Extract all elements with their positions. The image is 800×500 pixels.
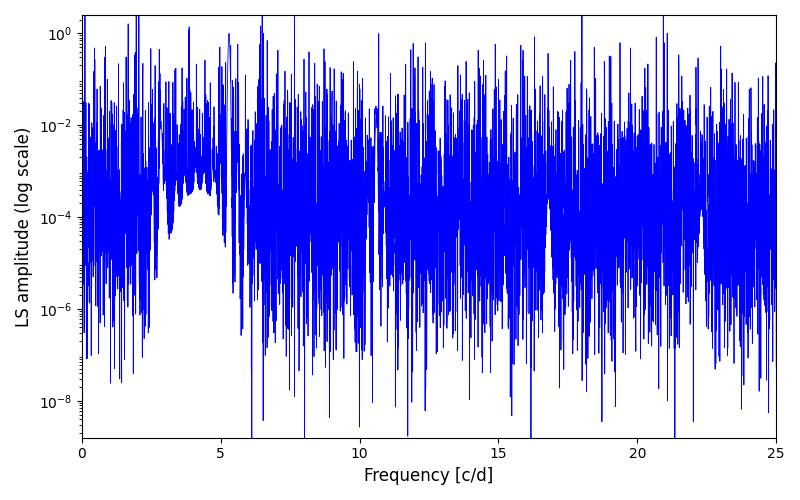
X-axis label: Frequency [c/d]: Frequency [c/d] xyxy=(364,467,494,485)
Y-axis label: LS amplitude (log scale): LS amplitude (log scale) xyxy=(15,126,33,326)
